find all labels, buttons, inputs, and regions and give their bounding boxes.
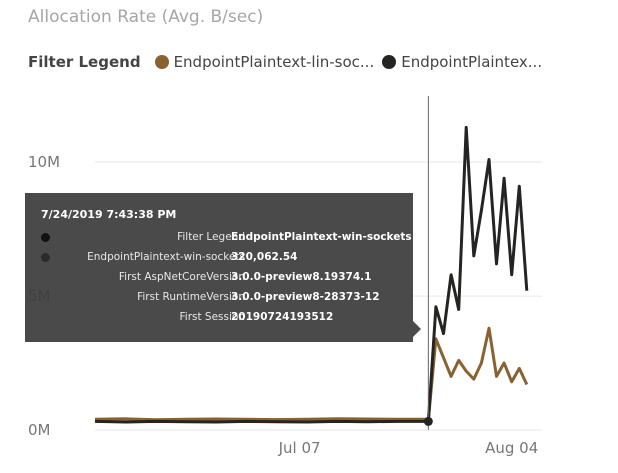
legend-swatch-win-sockets bbox=[382, 55, 397, 69]
tooltip-value: 3.0.0-preview8.19374.1 bbox=[231, 271, 372, 283]
series-lines bbox=[94, 125, 529, 424]
x-tick-label: Aug 04 bbox=[485, 439, 538, 457]
tooltip-row-aspnetcore-version: First AspNetCoreVersion 3.0.0-preview8.1… bbox=[25, 269, 413, 287]
tooltip-row-runtime-version: First RuntimeVersion 3.0.0-preview8-2837… bbox=[25, 289, 413, 307]
y-tick-label: 0M bbox=[28, 421, 51, 439]
data-tooltip: 7/24/2019 7:43:38 PM Filter Legend Endpo… bbox=[25, 193, 421, 342]
tooltip-value: 20190724193512 bbox=[231, 311, 334, 323]
tooltip-key: EndpointPlaintext-win-sockets bbox=[87, 251, 245, 263]
tooltip-key: Filter Legend bbox=[177, 231, 245, 243]
tooltip-key: First AspNetCoreVersion bbox=[118, 271, 245, 283]
series-line-1 bbox=[94, 125, 529, 424]
hover-marker bbox=[423, 96, 433, 430]
tooltip-dot-filter-legend bbox=[41, 233, 50, 242]
legend-item-lin-sockets[interactable]: EndpointPlaintext-lin-soc... bbox=[154, 53, 374, 71]
tooltip-dot-win-sockets bbox=[41, 253, 50, 262]
hover-point bbox=[423, 416, 433, 426]
filter-legend: Filter Legend EndpointPlaintext-lin-soc.… bbox=[28, 52, 550, 72]
tooltip-value: EndpointPlaintext-win-sockets bbox=[231, 231, 412, 243]
tooltip-row-win-sockets: EndpointPlaintext-win-sockets 320,062.54 bbox=[25, 249, 413, 267]
series-line-0 bbox=[94, 326, 529, 422]
tooltip-row-filter-legend: Filter Legend EndpointPlaintext-win-sock… bbox=[25, 229, 413, 247]
y-tick-label: 10M bbox=[28, 153, 60, 171]
x-axis-labels: Jul 07 Aug 04 bbox=[278, 439, 539, 457]
legend-title: Filter Legend bbox=[28, 53, 141, 71]
chart-title: Allocation Rate (Avg. B/sec) bbox=[28, 7, 264, 27]
tooltip-value: 3.0.0-preview8-28373-12 bbox=[231, 291, 380, 303]
legend-item-win-sockets[interactable]: EndpointPlaintex... bbox=[382, 53, 542, 71]
tooltip-key: First Session bbox=[179, 311, 246, 323]
x-tick-label: Jul 07 bbox=[278, 439, 321, 457]
legend-swatch-lin-sockets bbox=[154, 55, 169, 69]
tooltip-title: 7/24/2019 7:43:38 PM bbox=[41, 208, 177, 221]
tooltip-value: 320,062.54 bbox=[231, 251, 298, 263]
tooltip-key: First RuntimeVersion bbox=[137, 291, 245, 303]
tooltip-row-first-session: First Session 20190724193512 bbox=[25, 309, 413, 327]
